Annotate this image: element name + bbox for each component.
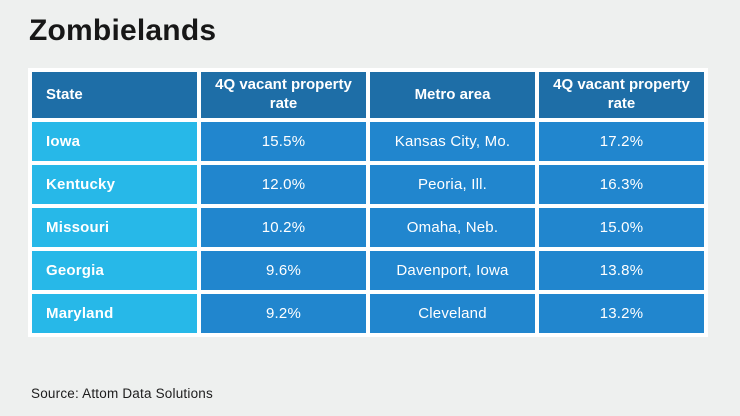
state-cell: Georgia (32, 251, 197, 290)
metro-cell: Kansas City, Mo. (370, 122, 535, 161)
column-header-metro-rate: 4Q vacant property rate (539, 72, 704, 118)
table-row: Georgia 9.6% Davenport, Iowa 13.8% (32, 251, 704, 290)
page-title: Zombielands (29, 14, 217, 47)
table-row: Missouri 10.2% Omaha, Neb. 15.0% (32, 208, 704, 247)
state-rate-cell: 9.2% (201, 294, 366, 333)
vacancy-table: State 4Q vacant property rate Metro area… (28, 68, 708, 337)
table-header: State 4Q vacant property rate Metro area… (32, 72, 704, 118)
metro-rate-cell: 16.3% (539, 165, 704, 204)
metro-rate-cell: 15.0% (539, 208, 704, 247)
column-header-state-rate: 4Q vacant property rate (201, 72, 366, 118)
metro-cell: Omaha, Neb. (370, 208, 535, 247)
state-cell: Maryland (32, 294, 197, 333)
state-rate-cell: 9.6% (201, 251, 366, 290)
metro-rate-cell: 13.8% (539, 251, 704, 290)
table-row: Kentucky 12.0% Peoria, Ill. 16.3% (32, 165, 704, 204)
state-rate-cell: 10.2% (201, 208, 366, 247)
metro-cell: Davenport, Iowa (370, 251, 535, 290)
metro-cell: Cleveland (370, 294, 535, 333)
header-row: State 4Q vacant property rate Metro area… (32, 72, 704, 118)
metro-rate-cell: 13.2% (539, 294, 704, 333)
state-rate-cell: 12.0% (201, 165, 366, 204)
metro-cell: Peoria, Ill. (370, 165, 535, 204)
state-cell: Iowa (32, 122, 197, 161)
column-header-state: State (32, 72, 197, 118)
metro-rate-cell: 17.2% (539, 122, 704, 161)
table-row: Iowa 15.5% Kansas City, Mo. 17.2% (32, 122, 704, 161)
table-body: Iowa 15.5% Kansas City, Mo. 17.2% Kentucky 12… (32, 122, 704, 333)
state-rate-cell: 15.5% (201, 122, 366, 161)
column-header-metro: Metro area (370, 72, 535, 118)
state-cell: Kentucky (32, 165, 197, 204)
table-row: Maryland 9.2% Cleveland 13.2% (32, 294, 704, 333)
source-note: Source: Attom Data Solutions (31, 386, 213, 401)
state-cell: Missouri (32, 208, 197, 247)
